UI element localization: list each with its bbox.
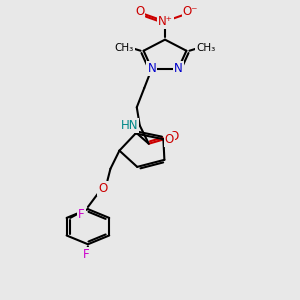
Text: CH₃: CH₃ — [196, 43, 215, 52]
Text: O: O — [169, 130, 179, 143]
Text: F: F — [78, 208, 85, 221]
Text: O: O — [165, 133, 174, 146]
Text: N: N — [147, 62, 156, 75]
Text: N: N — [174, 62, 183, 75]
Text: O: O — [135, 5, 144, 18]
Text: F: F — [83, 248, 90, 262]
Text: N⁺: N⁺ — [158, 15, 172, 28]
Text: O⁻: O⁻ — [183, 5, 198, 18]
Text: O: O — [98, 182, 107, 195]
Text: HN: HN — [121, 119, 138, 132]
Text: CH₃: CH₃ — [115, 43, 134, 52]
